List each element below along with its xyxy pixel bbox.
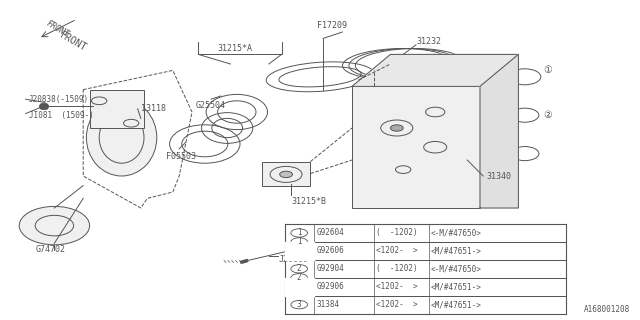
Text: 31340: 31340 bbox=[486, 172, 511, 180]
Text: G92906: G92906 bbox=[317, 282, 344, 291]
Text: 3: 3 bbox=[297, 300, 301, 309]
Text: F05503: F05503 bbox=[166, 152, 196, 161]
Text: <M/#47651->: <M/#47651-> bbox=[431, 300, 481, 309]
Text: (  -1202): ( -1202) bbox=[376, 228, 418, 237]
Text: 31232: 31232 bbox=[416, 37, 441, 46]
Text: <-M/#47650>: <-M/#47650> bbox=[431, 264, 481, 273]
Text: 31384: 31384 bbox=[317, 300, 340, 309]
Bar bbox=[285, 224, 566, 242]
Text: A168001208: A168001208 bbox=[584, 305, 630, 314]
Text: JI081  (1509-): JI081 (1509-) bbox=[29, 111, 93, 120]
Text: 2: 2 bbox=[297, 273, 301, 282]
Text: 13118: 13118 bbox=[141, 104, 166, 113]
Bar bbox=[285, 278, 566, 296]
Bar bbox=[90, 90, 144, 128]
Text: <M/#47651->: <M/#47651-> bbox=[431, 282, 481, 291]
Bar bbox=[352, 86, 480, 208]
Text: FRONT: FRONT bbox=[58, 30, 88, 53]
Text: <-M/#47650>: <-M/#47650> bbox=[431, 228, 481, 237]
Polygon shape bbox=[352, 54, 518, 86]
Text: J20609: J20609 bbox=[278, 255, 308, 264]
Text: ①: ① bbox=[543, 65, 552, 76]
Text: 31215*A: 31215*A bbox=[218, 44, 253, 52]
Text: 31215*B: 31215*B bbox=[291, 197, 326, 206]
Text: <1202-  >: <1202- > bbox=[376, 246, 418, 255]
Text: <M/#47651->: <M/#47651-> bbox=[431, 246, 481, 255]
Text: 2: 2 bbox=[297, 264, 301, 273]
Bar bbox=[285, 224, 566, 314]
Polygon shape bbox=[285, 278, 314, 296]
Text: G92606: G92606 bbox=[317, 246, 344, 255]
Text: G74702: G74702 bbox=[35, 245, 65, 254]
Bar bbox=[285, 242, 566, 260]
Bar bbox=[285, 296, 566, 314]
Polygon shape bbox=[480, 54, 518, 208]
Ellipse shape bbox=[19, 206, 90, 245]
Bar bbox=[262, 162, 310, 186]
Text: 1: 1 bbox=[297, 237, 301, 246]
Text: G25504: G25504 bbox=[195, 101, 225, 110]
Text: <1202-  >: <1202- > bbox=[376, 300, 418, 309]
Text: FRONT: FRONT bbox=[45, 19, 70, 39]
Ellipse shape bbox=[497, 84, 508, 89]
Text: <1202-  >: <1202- > bbox=[376, 282, 418, 291]
Text: ②: ② bbox=[543, 110, 552, 120]
Text: G92904: G92904 bbox=[317, 264, 344, 273]
Polygon shape bbox=[285, 242, 314, 260]
Bar bbox=[285, 260, 566, 278]
Ellipse shape bbox=[86, 99, 157, 176]
Text: J20838(-1509): J20838(-1509) bbox=[29, 95, 89, 104]
Text: G92604: G92604 bbox=[317, 228, 344, 237]
Text: 1: 1 bbox=[297, 228, 301, 237]
Text: F17209: F17209 bbox=[317, 21, 347, 30]
Ellipse shape bbox=[390, 125, 403, 131]
Text: (  -1202): ( -1202) bbox=[376, 264, 418, 273]
Ellipse shape bbox=[280, 171, 292, 178]
